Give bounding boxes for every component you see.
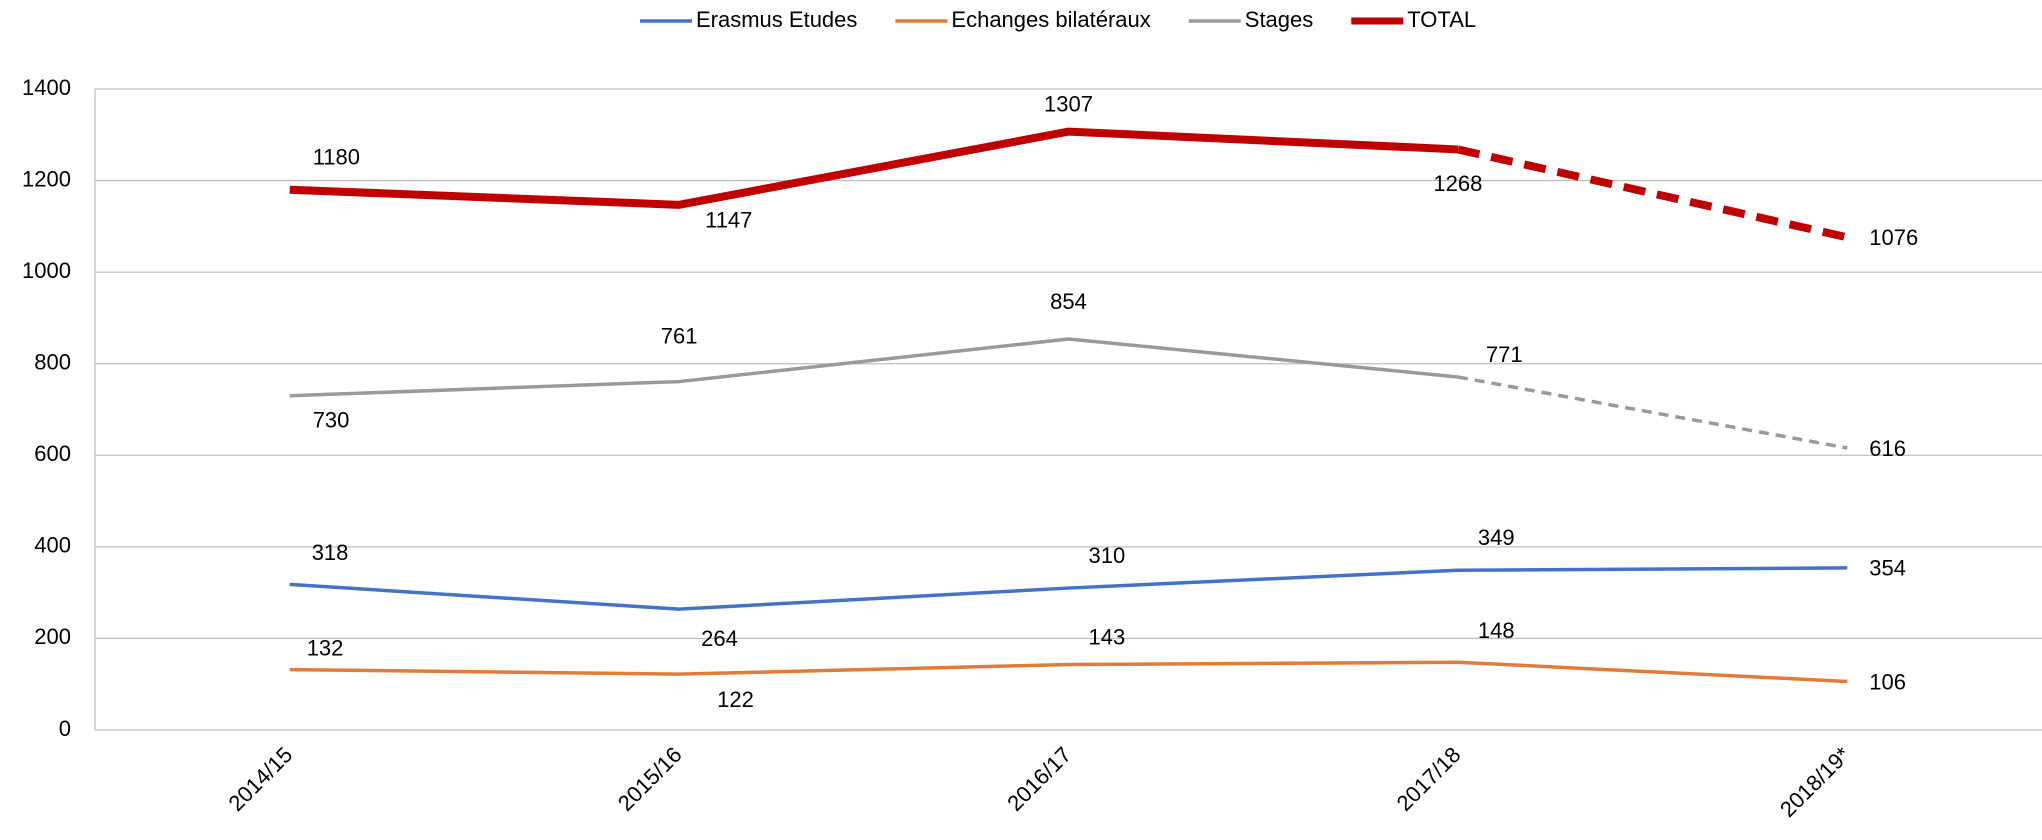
data-label: 730 xyxy=(313,408,350,433)
y-tick-label: 400 xyxy=(34,533,71,558)
y-tick-label: 200 xyxy=(34,624,71,649)
data-label: 318 xyxy=(312,540,349,565)
legend: Erasmus Etudes Echanges bilatéraux Stages T… xyxy=(640,7,1476,32)
data-label: 122 xyxy=(717,687,754,712)
data-label: 354 xyxy=(1869,556,1906,581)
data-label: 143 xyxy=(1089,624,1126,649)
x-tick-label: 2015/16 xyxy=(613,742,687,816)
data-label: 616 xyxy=(1869,436,1906,461)
data-label: 761 xyxy=(661,323,698,348)
legend-label: Echanges bilatéraux xyxy=(951,7,1150,32)
legend-label: TOTAL xyxy=(1407,7,1476,32)
data-label: 771 xyxy=(1486,342,1523,367)
series-line-dashed xyxy=(1457,375,1848,450)
series-line xyxy=(289,337,1459,398)
data-label: 1268 xyxy=(1433,171,1482,196)
y-tick-label: 800 xyxy=(34,350,71,375)
data-label: 854 xyxy=(1050,289,1087,314)
y-tick-label: 1400 xyxy=(22,75,71,100)
data-label: 349 xyxy=(1478,525,1515,550)
series-line xyxy=(289,566,1848,611)
data-label: 1307 xyxy=(1044,91,1093,116)
y-tick-label: 0 xyxy=(59,716,71,741)
y-tick-label: 1200 xyxy=(22,166,71,191)
x-tick-label: 2016/17 xyxy=(1002,742,1076,816)
series-line-dashed xyxy=(1457,145,1849,242)
data-label: 1180 xyxy=(313,145,360,170)
data-label: 1147 xyxy=(705,208,752,233)
data-label: 264 xyxy=(701,626,738,651)
legend-label: Erasmus Etudes xyxy=(696,7,857,32)
series-line xyxy=(289,127,1459,209)
y-tick-label: 600 xyxy=(34,441,71,466)
x-tick-label: 2018/19* xyxy=(1775,742,1855,822)
series-line xyxy=(289,660,1848,684)
y-tick-label: 1000 xyxy=(22,258,71,283)
data-label: 106 xyxy=(1869,669,1906,694)
data-label: 132 xyxy=(307,635,344,660)
data-label: 1076 xyxy=(1869,225,1918,250)
data-label: 148 xyxy=(1478,618,1515,643)
legend-label: Stages xyxy=(1245,7,1314,32)
x-tick-label: 2014/15 xyxy=(223,742,297,816)
x-tick-label: 2017/18 xyxy=(1392,742,1466,816)
data-label: 310 xyxy=(1089,543,1126,568)
